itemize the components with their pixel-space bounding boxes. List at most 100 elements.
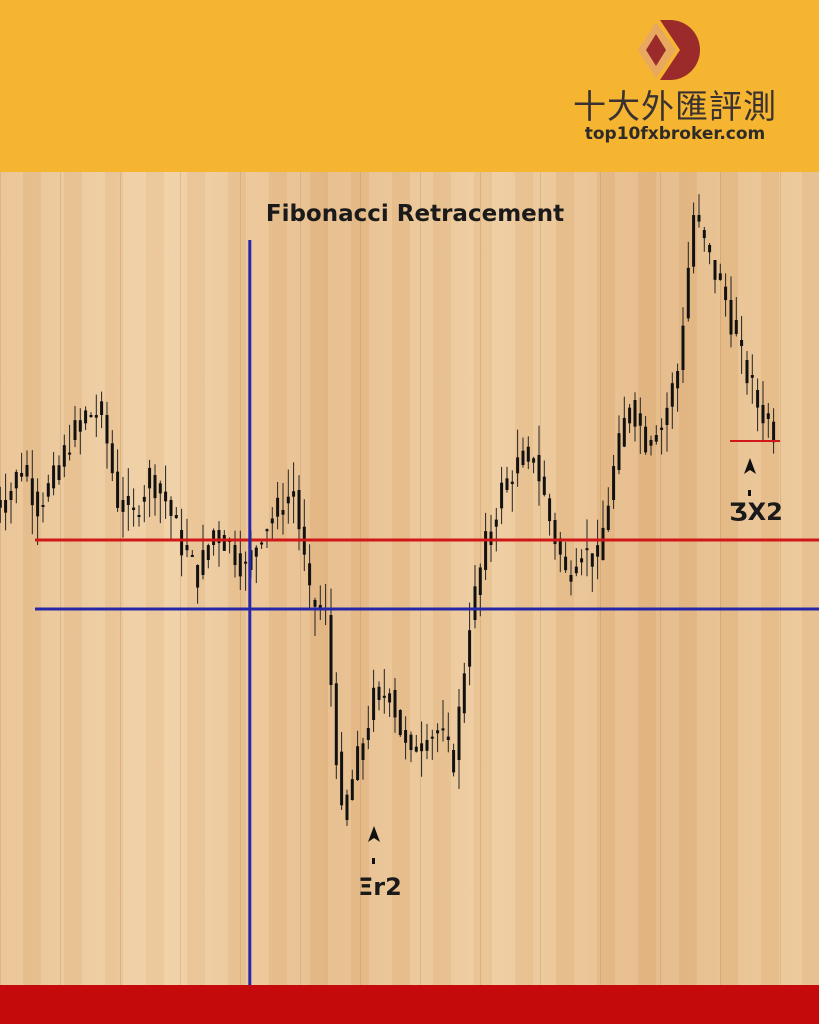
candle-body bbox=[676, 371, 680, 389]
candles-group bbox=[0, 194, 776, 827]
candle-body bbox=[452, 750, 456, 773]
candle-body bbox=[734, 320, 738, 334]
header-banner: 十大外匯評測 top10fxbroker.com bbox=[0, 0, 819, 172]
candle-body bbox=[489, 531, 493, 545]
candle-body bbox=[649, 440, 653, 446]
candle-body bbox=[542, 476, 546, 495]
candle-body bbox=[761, 405, 765, 424]
candle-body bbox=[564, 556, 568, 571]
candle-body bbox=[329, 615, 333, 686]
candle-body bbox=[606, 505, 610, 530]
candle-body bbox=[713, 260, 717, 280]
candle-body bbox=[521, 450, 525, 465]
candle-body bbox=[20, 472, 24, 477]
candle-body bbox=[622, 417, 626, 447]
candle-body bbox=[142, 496, 146, 502]
candle-body bbox=[366, 728, 370, 740]
lines-group bbox=[35, 240, 819, 985]
candle-body bbox=[14, 471, 18, 489]
candle-body bbox=[180, 530, 184, 556]
candle-body bbox=[158, 483, 162, 494]
candle-body bbox=[244, 561, 248, 564]
candle-body bbox=[372, 687, 376, 720]
candle-body bbox=[473, 586, 477, 620]
candle-body bbox=[217, 530, 221, 544]
candle-body bbox=[404, 730, 408, 743]
footer-bar bbox=[0, 985, 819, 1024]
candle-body bbox=[308, 563, 312, 586]
candle-body bbox=[41, 505, 45, 507]
candle-body bbox=[724, 286, 728, 301]
arrow-up-icon bbox=[368, 826, 380, 842]
candle-body bbox=[52, 465, 56, 489]
candle-body bbox=[665, 407, 669, 425]
candle-body bbox=[292, 491, 296, 497]
candle-body bbox=[425, 740, 429, 751]
candle-body bbox=[270, 518, 274, 524]
candle-body bbox=[132, 507, 136, 510]
candle-body bbox=[686, 267, 690, 319]
candle-body bbox=[468, 630, 472, 667]
chart-title: Fibonacci Retracement bbox=[266, 201, 564, 227]
candle-body bbox=[484, 531, 488, 570]
candle-body bbox=[46, 483, 50, 497]
candle-body bbox=[569, 575, 573, 582]
candle-body bbox=[9, 491, 13, 500]
candle-body bbox=[286, 496, 290, 504]
candle-body bbox=[628, 407, 632, 424]
candle-body bbox=[196, 565, 200, 588]
candle-body bbox=[212, 530, 216, 545]
candle-body bbox=[708, 245, 712, 253]
candle-body bbox=[254, 547, 258, 557]
candle-body bbox=[116, 471, 120, 508]
candle-body bbox=[681, 325, 685, 370]
annotation-dot bbox=[748, 490, 751, 496]
candle-body bbox=[393, 690, 397, 718]
candle-body bbox=[772, 421, 776, 443]
candle-body bbox=[382, 695, 386, 698]
candle-body bbox=[750, 375, 754, 378]
candle-body bbox=[57, 465, 61, 480]
annotation-label: ƷX2 bbox=[729, 498, 783, 526]
candle-body bbox=[190, 555, 194, 557]
candle-body bbox=[185, 545, 189, 551]
candle-body bbox=[494, 519, 498, 527]
candle-body bbox=[516, 457, 520, 474]
annotation-label: Ξr2 bbox=[358, 873, 402, 901]
candle-body bbox=[73, 420, 77, 440]
candle-body bbox=[260, 542, 264, 545]
candle-body bbox=[153, 475, 157, 499]
candle-body bbox=[654, 435, 658, 442]
candle-body bbox=[692, 215, 696, 267]
candle-body bbox=[740, 340, 744, 347]
candle-body bbox=[436, 730, 440, 734]
candle-body bbox=[729, 300, 733, 335]
candle-body bbox=[164, 491, 168, 502]
candle-body bbox=[222, 535, 226, 551]
candlestick-chart: Fibonacci Retracement Ξr2 ƷX2 bbox=[0, 194, 819, 985]
candle-body bbox=[78, 420, 82, 432]
candle-body bbox=[4, 500, 8, 513]
candle-body bbox=[62, 445, 66, 467]
candle-body bbox=[660, 427, 664, 430]
candle-body bbox=[553, 520, 557, 545]
candle-body bbox=[137, 515, 141, 517]
candle-body bbox=[94, 415, 98, 418]
candle-body bbox=[126, 495, 130, 505]
candle-body bbox=[420, 743, 424, 752]
candle-body bbox=[340, 751, 344, 806]
candle-body bbox=[169, 500, 173, 516]
candle-body bbox=[510, 481, 514, 485]
candle-body bbox=[601, 527, 605, 560]
candle-body bbox=[89, 415, 93, 417]
candle-body bbox=[276, 497, 280, 517]
candle-body bbox=[110, 443, 114, 474]
candle-body bbox=[585, 548, 589, 551]
candle-body bbox=[350, 779, 354, 800]
candle-body bbox=[36, 491, 40, 517]
candle-body bbox=[318, 605, 322, 609]
candle-body bbox=[596, 545, 600, 557]
candle-body bbox=[590, 553, 594, 567]
candle-body bbox=[638, 413, 642, 426]
annotation-dot bbox=[372, 858, 375, 864]
